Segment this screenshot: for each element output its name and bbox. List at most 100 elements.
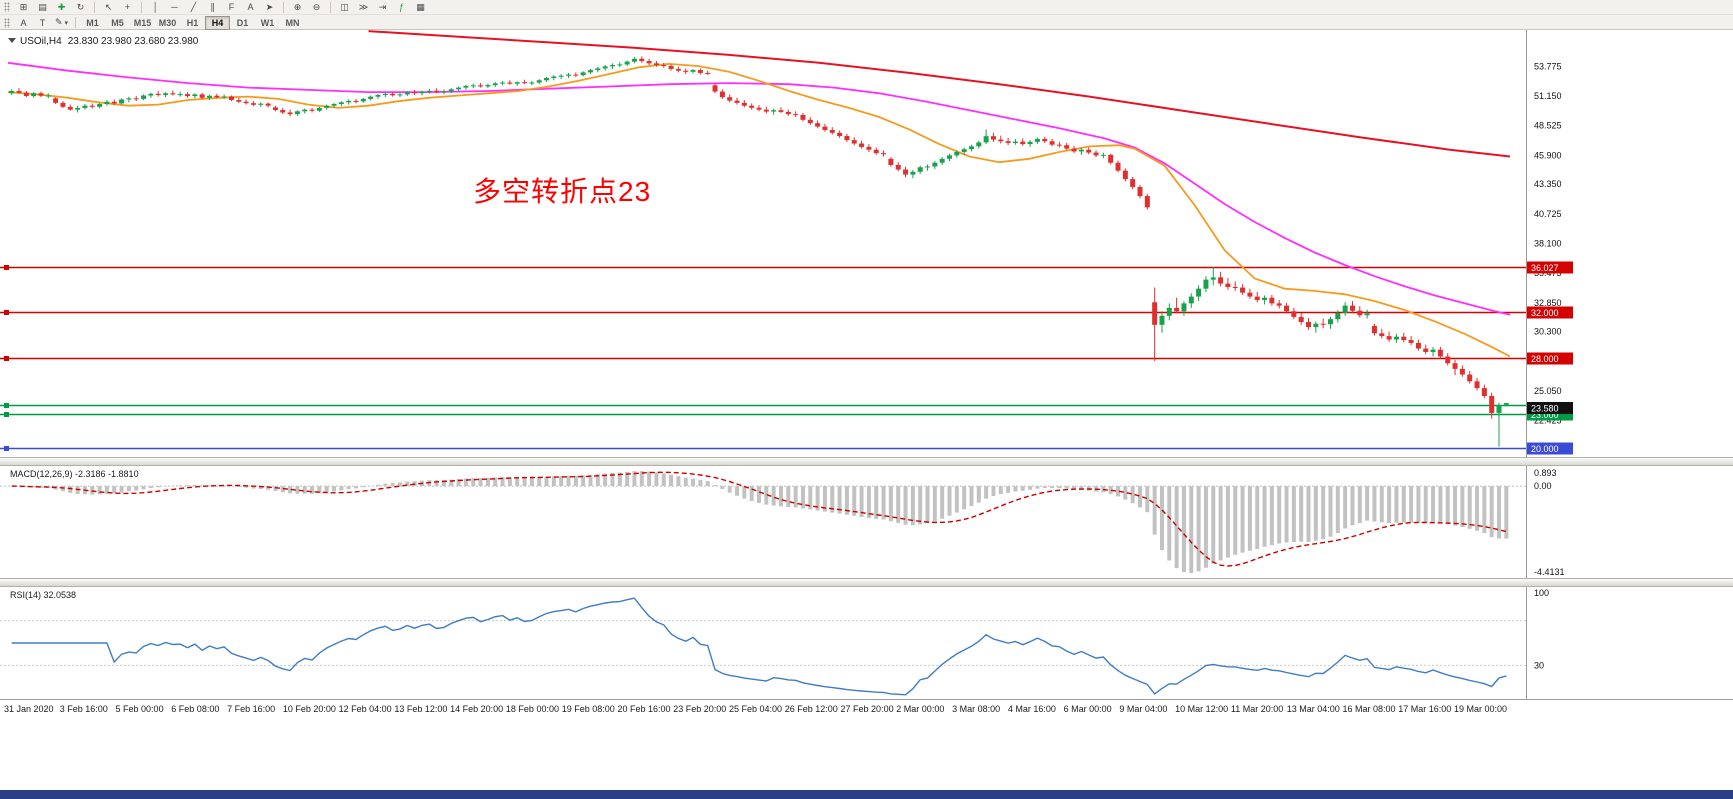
ma-fast-orange [7,62,1511,358]
time-label: 4 Mar 16:00 [1007,704,1056,714]
arrow-style-button[interactable]: A [20,17,27,28]
arrow-tools-button[interactable]: ➤ [265,1,274,12]
time-label: 12 Feb 04:00 [338,704,392,714]
svg-text:22.425: 22.425 [1534,416,1562,426]
time-label: 7 Feb 16:00 [227,704,276,714]
macd-signal-line [11,471,1507,567]
ma-slow-red [368,30,1511,158]
text-label-button[interactable]: A [247,2,254,12]
time-label: 19 Mar 00:00 [1454,704,1508,714]
toolbar-separator [330,1,331,13]
rsi-panel[interactable]: 100 30 [0,587,1733,699]
toolbar-separator [141,1,142,13]
svg-text:51.150: 51.150 [1534,91,1562,101]
main-chart[interactable]: 53.775 51.150 48.525 45.900 43.350 40.725 38.1… [0,30,1733,457]
time-label: 26 Feb 12:00 [784,704,838,714]
svg-text:38.100: 38.100 [1534,239,1562,249]
toolbar-separator [94,1,95,13]
rsi-line [11,597,1507,696]
templates-button[interactable]: ▦ [416,1,425,12]
svg-text:100: 100 [1534,588,1549,598]
svg-text:45.900: 45.900 [1534,150,1562,160]
chart-profiles-button[interactable]: ▤ [38,1,47,12]
chart-shift-button[interactable]: ⇥ [378,1,387,12]
bottom-bar [0,790,1733,799]
svg-text:48.525: 48.525 [1534,121,1562,131]
vertical-line-button[interactable]: │ [152,2,159,12]
refresh-button[interactable]: ↻ [76,1,85,12]
rsi-indicator-label: RSI(14) 32.0538 [10,590,77,600]
time-label: 27 Feb 20:00 [840,704,894,714]
timeframe-mn[interactable]: MN [285,17,300,28]
crosshair-button[interactable]: + [124,2,131,12]
zoom-out-button[interactable]: ⊖ [312,1,321,12]
svg-text:0.00: 0.00 [1534,481,1552,491]
time-label: 16 Mar 08:00 [1342,704,1396,714]
timeframe-m15[interactable]: M15 [133,17,152,28]
svg-text:23.580: 23.580 [1531,404,1559,414]
toolbar-separator [75,17,76,28]
toolbar-grip[interactable] [4,17,10,28]
rsi-panel-divider[interactable] [0,578,1733,587]
toolbar-row-2: A T ✎ ▾ M1 M5 M15 M30 H1 H4 D1 W1 MN [0,15,1733,30]
trendline-button[interactable]: ╱ [190,1,197,12]
svg-text:36.027: 36.027 [1531,263,1559,273]
new-chart-button[interactable]: ⊞ [19,1,28,12]
timeframe-m30[interactable]: M30 [158,17,177,28]
auto-scroll-button[interactable]: ≫ [358,1,369,12]
time-label: 31 Jan 2020 [4,704,54,714]
svg-text:43.350: 43.350 [1534,179,1562,189]
cursor-button[interactable]: ↖ [104,1,113,12]
time-label: 20 Feb 16:00 [617,704,671,714]
chart-annotation-text: 多空转折点23 [473,176,652,207]
svg-text:28.000: 28.000 [1531,354,1559,364]
time-label: 19 Feb 08:00 [561,704,615,714]
time-label: 25 Feb 04:00 [729,704,783,714]
text-tool-button[interactable]: T [39,17,46,28]
time-label: 5 Feb 00:00 [115,704,164,714]
chart-ohlc-values: 23.830 23.980 23.680 23.980 [67,36,199,47]
time-label: 23 Feb 20:00 [673,704,727,714]
time-label: 3 Mar 08:00 [952,704,1001,714]
time-label: 3 Feb 16:00 [59,704,108,714]
time-label: 10 Feb 20:00 [282,704,336,714]
chart-title: USOil,H4 23.830 23.980 23.680 23.980 [8,35,198,47]
time-label: 11 Mar 20:00 [1230,704,1284,714]
svg-text:20.000: 20.000 [1531,444,1559,454]
ma-mid-magenta [7,61,1511,316]
svg-text:32.000: 32.000 [1531,308,1559,318]
tile-windows-button[interactable]: ◫ [340,1,349,12]
svg-text:40.725: 40.725 [1534,209,1562,219]
chart-dropdown-icon[interactable] [8,38,16,47]
time-label: 14 Feb 20:00 [450,704,504,714]
channel-button[interactable]: ∥ [210,1,215,12]
toolbar-separator [283,1,284,13]
chevron-down-icon: ▾ [64,19,69,27]
svg-text:53.775: 53.775 [1534,61,1562,71]
timeframe-m5[interactable]: M5 [111,17,124,28]
svg-text:25.050: 25.050 [1534,386,1562,396]
time-axis[interactable]: 31 Jan 2020 3 Feb 16:00 5 Feb 00:00 6 Feb 0… [0,699,1733,717]
svg-text:30.300: 30.300 [1534,327,1562,337]
timeframe-m1[interactable]: M1 [86,17,99,28]
timeframe-w1[interactable]: W1 [260,17,275,28]
timeframe-d1[interactable]: D1 [236,17,249,28]
time-label: 6 Feb 08:00 [171,704,220,714]
chart-symbol-period: USOil,H4 [20,36,62,47]
timeframe-h1[interactable]: H1 [186,17,199,28]
toolbar-grip[interactable] [4,2,10,12]
timeframe-h4[interactable]: H4 [205,15,230,30]
shapes-dropdown[interactable]: ✎ ▾ [54,17,69,27]
time-label: 17 Mar 16:00 [1398,704,1452,714]
toolbar: ⊞ ▤ ✚ ↻ ↖ + │ ─ ╱ ∥ F A ➤ ⊕ ⊖ ◫ ≫ ⇥ ƒ ▦ A T ✎ ▾ M1 M5 M15 M30 H1 H4 D… [0,0,1733,30]
macd-panel[interactable]: 0.893 0.00 -4.4131 [0,466,1733,578]
zoom-in-button[interactable]: ⊕ [293,1,302,12]
macd-panel-divider[interactable] [0,457,1733,466]
svg-text:23.000: 23.000 [1531,410,1559,420]
new-order-button[interactable]: ✚ [57,1,66,12]
indicators-button[interactable]: ƒ [398,2,404,12]
horizontal-line-button[interactable]: ─ [171,2,178,12]
svg-text:-4.4131: -4.4131 [1534,567,1565,577]
fibonacci-button[interactable]: F [228,2,235,12]
svg-text:0.893: 0.893 [1534,468,1557,478]
